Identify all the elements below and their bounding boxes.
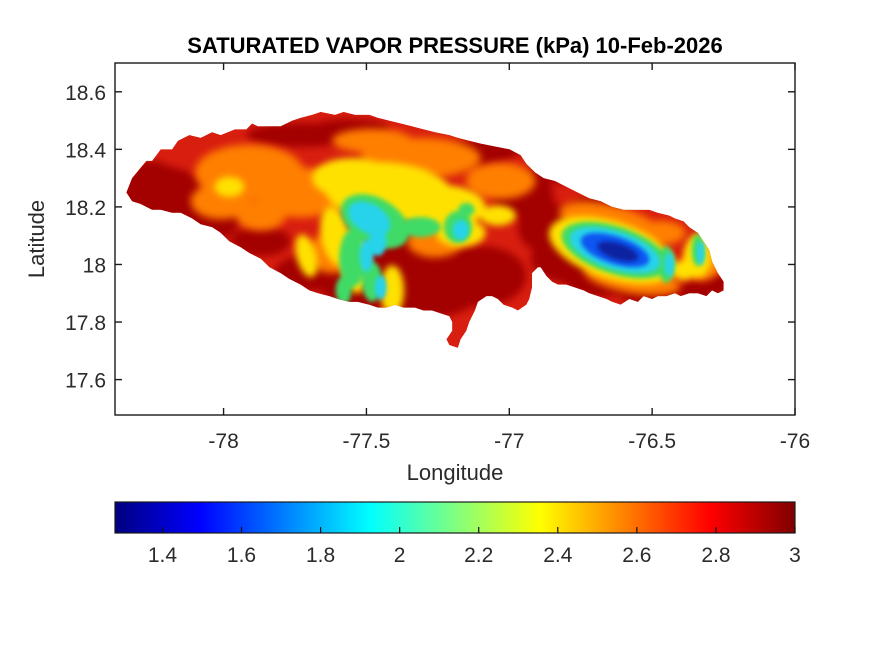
field-layer-dark-blue (597, 241, 639, 262)
y-tick-label: 17.8 (65, 312, 106, 335)
field-blob-dark-red (430, 250, 480, 279)
colorbar-tick-label: 2 (394, 544, 406, 567)
island-clipped-group (126, 111, 724, 348)
field-blob-cyan (696, 240, 705, 266)
x-tick-label: -76 (780, 430, 810, 453)
field-blob-yellow (312, 158, 393, 199)
y-tick-label: 18.2 (65, 197, 106, 220)
y-tick-label: 17.6 (65, 370, 106, 393)
field-blob-yellow (479, 205, 516, 226)
colorbar-tick-label: 1.6 (227, 544, 256, 567)
field-blob-orange (235, 200, 286, 231)
field-blob-green (339, 229, 365, 288)
x-axis-label: Longitude (407, 460, 504, 485)
colorbar-tick-label: 2.6 (622, 544, 651, 567)
y-tick-label: 18.4 (65, 139, 106, 162)
y-tick-label: 18 (83, 254, 106, 277)
field-blob-cyan (664, 252, 675, 277)
colorbar-tick-label: 1.8 (306, 544, 335, 567)
x-tick-label: -76.5 (628, 430, 676, 453)
field-blob-cyan (359, 239, 374, 272)
field-blob-cyan (374, 275, 387, 300)
colorbar-tick-label: 2.8 (701, 544, 730, 567)
colorbar-tick-label: 1.4 (148, 544, 178, 567)
plot-axes: -78 -77.5 -77 -76.5 -76 18.6 18.4 18.2 18 17.8 17.… (65, 62, 810, 453)
plot-box (114, 62, 796, 416)
x-tick-label: -77 (494, 430, 524, 453)
field-blob-dark-red (530, 155, 591, 184)
y-tick-label: 18.6 (65, 82, 106, 105)
plot-title: SATURATED VAPOR PRESSURE (kPa) 10-Feb-20… (187, 33, 722, 58)
x-tick-label: -78 (208, 430, 238, 453)
field-blob-cyan (348, 201, 391, 236)
field-blob-cyan (369, 227, 387, 256)
field-blob-dark-red (126, 160, 176, 190)
field-blob-dark-red (230, 226, 291, 257)
colorbar-bar (114, 501, 796, 534)
field-blob-yellow (380, 265, 405, 316)
x-tick-label: -77.5 (342, 430, 390, 453)
y-axis-label: Latitude (24, 200, 49, 278)
colorbar: 1.4 1.6 1.8 2 2.2 2.4 2.6 2.8 3 (114, 501, 801, 567)
field-blob-green (335, 276, 352, 305)
field-blob-green (458, 202, 475, 217)
colorbar-tick-label: 3 (789, 544, 801, 567)
colorbar-tick-label: 2.2 (464, 544, 493, 567)
field-blob-yellow (671, 260, 696, 281)
colorbar-tick-label: 2.4 (543, 544, 573, 567)
field-blob-yellow (295, 234, 318, 278)
field-blob-dark-blue (597, 241, 639, 262)
field-blob-green (400, 217, 441, 238)
field-blob-yellow (214, 176, 245, 197)
field-blob-cyan (452, 219, 469, 240)
field-blob-orange (332, 128, 413, 153)
jamaica-contour-field (126, 111, 724, 348)
field-blob-orange (465, 162, 536, 200)
